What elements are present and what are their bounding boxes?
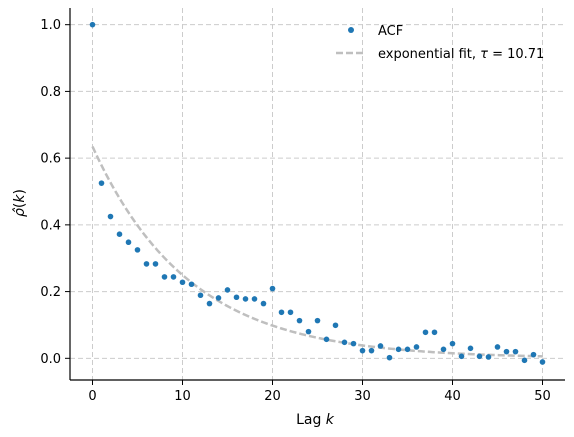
acf-point	[269, 285, 276, 292]
acf-point	[530, 351, 537, 358]
acf-point	[116, 231, 123, 238]
acf-point	[395, 346, 402, 353]
acf-point	[215, 295, 222, 301]
x-tick-label: 10	[174, 389, 191, 404]
acf-point	[350, 340, 357, 347]
acf-point	[521, 357, 528, 364]
acf-point	[125, 239, 132, 246]
acf-point	[323, 336, 330, 343]
acf-series	[89, 21, 546, 365]
x-tick-label: 30	[354, 389, 371, 404]
acf-point	[539, 359, 546, 365]
acf-point	[359, 347, 366, 354]
fit-curve	[91, 145, 543, 358]
acf-point	[431, 329, 438, 336]
x-ticks: 0 10 20 30 40 50	[88, 380, 551, 404]
legend-acf-label: ACF	[378, 24, 403, 39]
acf-point	[422, 329, 429, 336]
acf-point	[251, 296, 258, 302]
acf-point	[89, 21, 96, 28]
x-axis-label: Lag k	[296, 412, 335, 428]
acf-point	[107, 213, 114, 220]
y-tick-label: 0.4	[40, 218, 61, 233]
acf-point	[278, 309, 285, 316]
acf-point	[143, 261, 150, 267]
acf-point	[170, 274, 177, 280]
acf-point	[233, 294, 240, 301]
x-tick-label: 50	[534, 389, 551, 404]
legend-fit-label: exponential fit, τ = 10.71	[378, 47, 544, 62]
acf-point	[494, 344, 501, 350]
acf-point	[368, 347, 375, 354]
acf-point	[179, 279, 186, 286]
y-tick-label: 0.0	[40, 352, 61, 367]
acf-point	[98, 180, 105, 186]
acf-point	[287, 309, 294, 316]
acf-point	[476, 353, 483, 360]
acf-point	[485, 354, 492, 360]
acf-point	[206, 300, 213, 307]
acf-point	[341, 339, 348, 346]
acf-point	[314, 317, 321, 324]
y-tick-label: 0.8	[40, 85, 61, 100]
fit-series	[91, 145, 543, 358]
acf-point	[377, 343, 384, 349]
acf-point	[296, 317, 303, 324]
acf-point	[404, 346, 411, 353]
acf-point	[512, 348, 519, 355]
acf-point	[413, 344, 420, 350]
acf-point	[467, 345, 474, 352]
acf-point	[503, 348, 510, 355]
y-tick-label: 0.6	[40, 152, 61, 167]
acf-point	[134, 247, 141, 253]
grid	[70, 8, 565, 380]
acf-point	[224, 287, 231, 293]
legend: ACF exponential fit, τ = 10.71	[336, 24, 544, 62]
axes	[69, 8, 565, 381]
acf-point	[152, 261, 159, 267]
acf-point	[197, 292, 204, 299]
x-tick-label: 0	[88, 389, 96, 404]
acf-point	[449, 340, 456, 347]
y-axis-label: ρ̂(k)	[12, 189, 28, 217]
acf-point	[161, 274, 168, 280]
acf-point	[260, 300, 267, 307]
acf-point	[188, 281, 195, 288]
y-ticks: 0.0 0.2 0.4 0.6 0.8 1.0	[40, 18, 70, 367]
x-tick-label: 40	[444, 389, 461, 404]
y-tick-label: 0.2	[40, 285, 61, 300]
acf-point	[332, 322, 339, 329]
x-tick-label: 20	[264, 389, 281, 404]
acf-point	[386, 354, 393, 361]
acf-point	[305, 328, 312, 335]
y-tick-label: 1.0	[40, 18, 61, 33]
acf-point	[242, 296, 249, 302]
legend-acf-marker	[348, 27, 354, 33]
acf-point	[458, 353, 465, 360]
acf-point	[440, 346, 447, 353]
